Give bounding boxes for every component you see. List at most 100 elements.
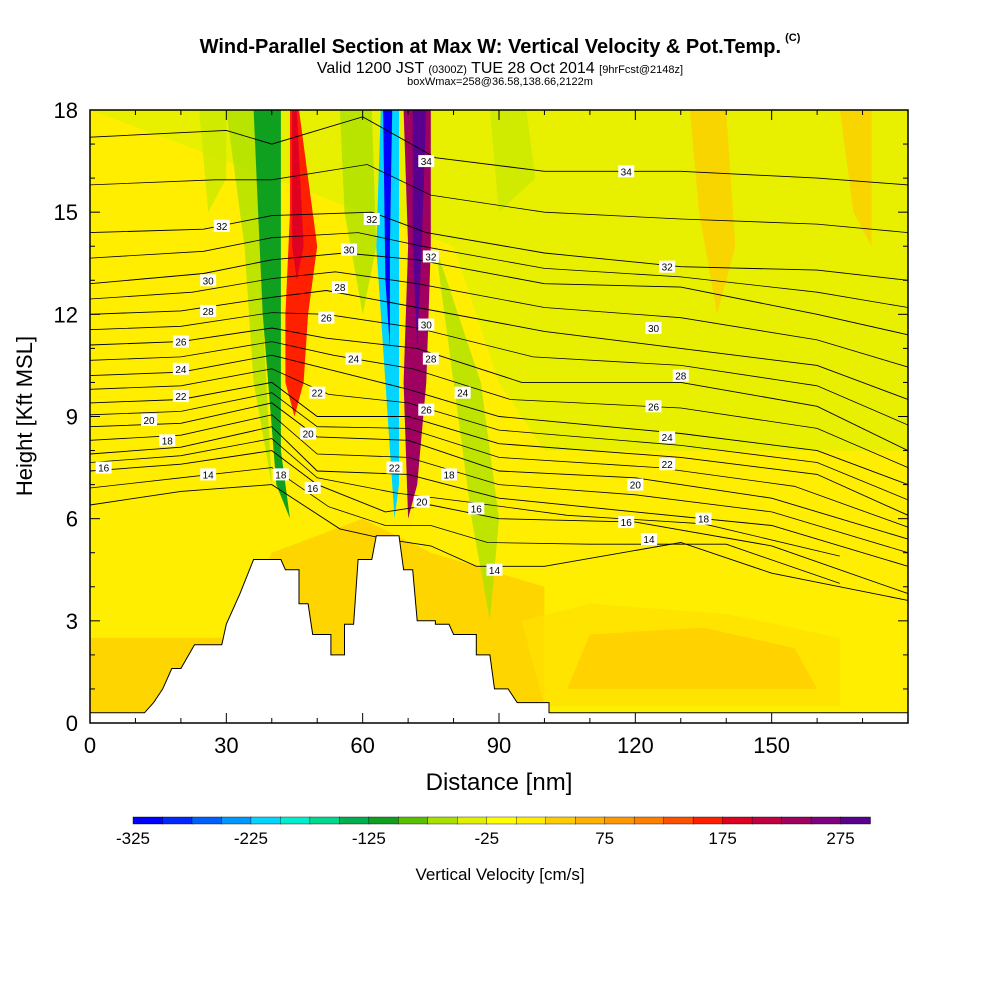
contour-label-text: 20	[416, 498, 428, 509]
contour-label-text: 16	[621, 518, 633, 529]
contour-label-text: 20	[630, 481, 642, 492]
contour-label-text: 22	[175, 392, 187, 403]
theta-contour-line	[90, 164, 908, 233]
shading-patch	[199, 110, 227, 213]
contour-label-text: 14	[489, 566, 501, 577]
box-info: boxWmax=258@36.58,138.66,2122m	[407, 76, 593, 88]
contour-label-text: 20	[144, 416, 156, 427]
contour-label-bg	[422, 352, 439, 365]
valid-time-line: Valid 1200 JST (0300Z) TUE 28 Oct 2014 […	[0, 60, 1000, 78]
colorbar-segment	[575, 816, 606, 825]
theta-contour-line	[90, 402, 908, 540]
contour-label-bg	[672, 369, 689, 382]
theta-contour-line	[90, 467, 840, 584]
contour-label: 28	[672, 369, 689, 383]
contour-label: 30	[418, 318, 435, 332]
contour-label-text: 28	[334, 283, 346, 294]
shading-patch	[567, 627, 818, 689]
contour-label-text: 20	[303, 430, 315, 441]
colorbar: -325 -225 -125 -25 75 175 275	[116, 816, 871, 848]
contour-label: 26	[418, 403, 435, 417]
y-tick-label: 6	[66, 507, 78, 532]
contour-label-bg	[309, 386, 326, 399]
contour-label-bg	[386, 461, 403, 474]
contour-label-bg	[618, 516, 635, 529]
contour-label-text: 24	[348, 355, 360, 366]
contour-label: 18	[441, 468, 458, 481]
contour-label: 28	[422, 352, 439, 366]
theta-contour-line	[90, 354, 908, 486]
contour-label: 24	[659, 430, 676, 444]
x-tick-label: 60	[350, 733, 374, 758]
theta-contour-line	[90, 327, 908, 452]
colorbar-segment	[840, 816, 871, 825]
theta-contour-line	[90, 438, 840, 557]
velocity-band	[383, 110, 393, 349]
colorbar-segment	[427, 816, 458, 825]
contour-label-bg	[318, 311, 335, 324]
contour-label: 20	[141, 413, 158, 427]
shading-patch	[839, 110, 872, 247]
contour-label-text: 18	[443, 470, 455, 481]
colorbar-segment	[516, 816, 547, 825]
y-tick-label: 12	[54, 302, 78, 327]
velocity-band	[292, 110, 304, 281]
contour-label-bg	[645, 400, 662, 413]
forecast-info: [9hrFcst@2148z]	[599, 64, 684, 76]
contour-label-bg	[331, 281, 348, 294]
contour-label-text: 16	[307, 484, 319, 495]
contour-label-text: 30	[343, 246, 355, 257]
contour-label-text: 18	[275, 470, 287, 481]
theta-contour-line	[90, 414, 908, 554]
contour-label: 14	[486, 563, 503, 577]
contour-label: 22	[659, 458, 676, 471]
axes: 0 30 60 90 120 150 0 3 6 9 12 15 18	[54, 98, 908, 758]
terrain-mask	[90, 535, 908, 723]
contour-label-text: 18	[698, 515, 710, 526]
colorbar-tick-label: 75	[595, 829, 614, 848]
contour-label-bg	[272, 468, 289, 481]
contour-label-bg	[422, 250, 439, 263]
contour-label-text: 32	[425, 252, 437, 263]
contour-label-text: 28	[675, 372, 687, 383]
contour-label: 26	[172, 335, 189, 349]
colorbar-segment	[633, 816, 665, 825]
contour-label: 32	[363, 212, 380, 226]
colorbar-segment	[751, 816, 783, 825]
contour-label-bg	[659, 458, 676, 471]
contour-label-text: 24	[662, 433, 674, 444]
theta-contour-line	[90, 341, 908, 468]
x-tick-label: 30	[214, 733, 238, 758]
contour-label-bg	[418, 318, 435, 331]
contour-label: 16	[304, 482, 321, 495]
colorbar-segment	[368, 816, 400, 825]
contour-label: 20	[627, 478, 644, 492]
velocity-band	[253, 110, 290, 519]
colorbar-segment	[309, 816, 341, 825]
colorbar-segment	[545, 816, 576, 825]
contour-label: 14	[200, 468, 217, 481]
contour-label: 20	[413, 495, 430, 509]
contour-label: 16	[618, 516, 635, 529]
contour-label-text: 26	[648, 402, 660, 413]
valid-utc: (0300Z)	[428, 64, 467, 76]
contour-label-bg	[627, 478, 644, 491]
contour-label-bg	[659, 260, 676, 273]
contour-label: 18	[159, 434, 176, 447]
y-tick-label: 3	[66, 609, 78, 634]
contour-label-bg	[418, 403, 435, 416]
contour-label-text: 32	[366, 215, 378, 226]
contour-label-bg	[441, 468, 458, 481]
contour-label: 22	[172, 390, 189, 403]
colorbar-tick-label: 275	[826, 829, 854, 848]
contour-label-text: 22	[389, 464, 401, 475]
colorbar-segment	[486, 816, 517, 825]
contour-label-text: 28	[203, 307, 215, 318]
contour-label: 16	[468, 502, 485, 515]
contour-label: 24	[454, 386, 471, 400]
x-tick-label: 150	[753, 733, 790, 758]
y-tick-label: 9	[66, 405, 78, 430]
x-tick-label: 0	[84, 733, 96, 758]
contour-label-text: 16	[98, 464, 110, 475]
contour-label-text: 24	[175, 365, 187, 376]
